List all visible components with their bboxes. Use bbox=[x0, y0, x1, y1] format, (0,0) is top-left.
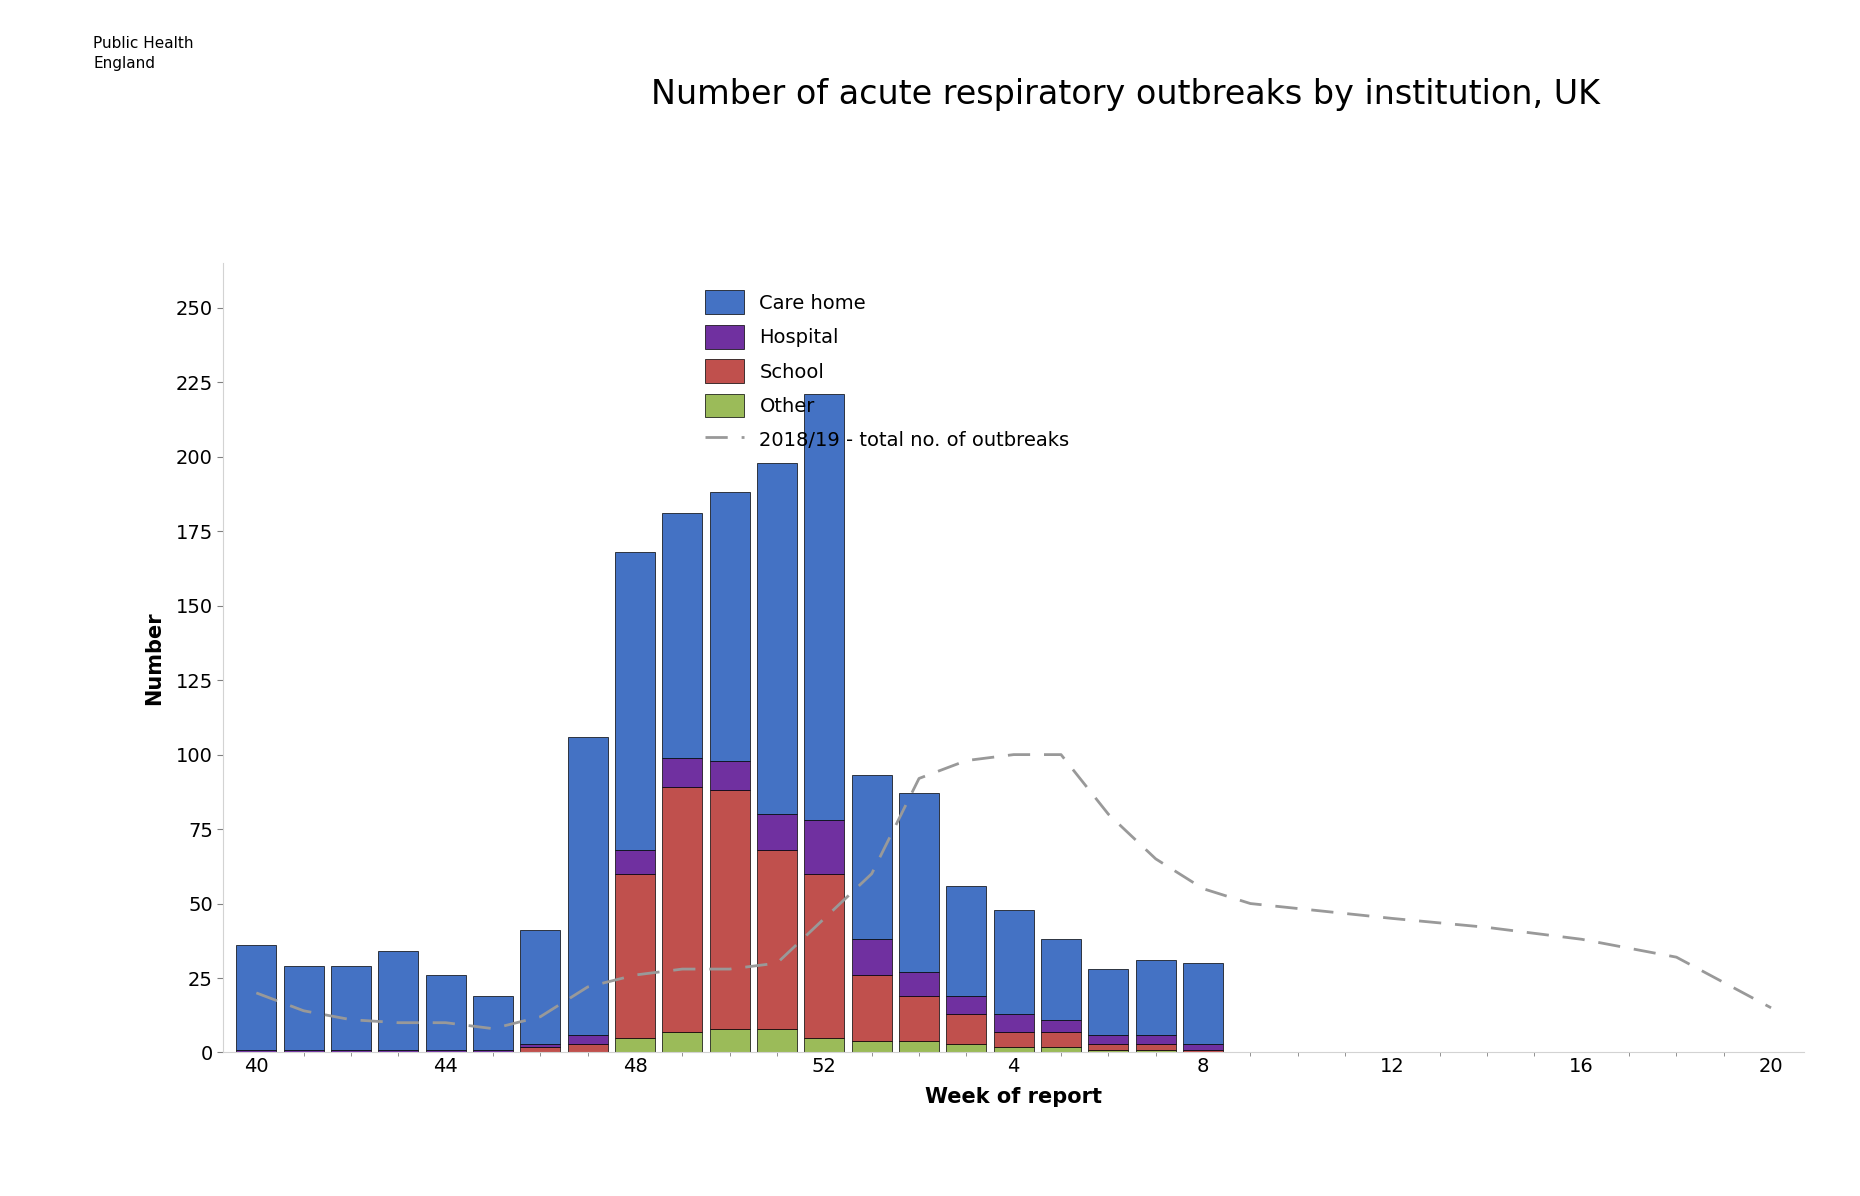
Bar bbox=[709, 493, 750, 761]
Bar bbox=[757, 1029, 798, 1052]
Bar bbox=[804, 395, 844, 820]
Bar bbox=[472, 1050, 513, 1052]
Bar bbox=[1042, 939, 1081, 1020]
Bar bbox=[898, 1041, 939, 1052]
Bar bbox=[331, 1050, 372, 1052]
Bar bbox=[993, 909, 1034, 1014]
X-axis label: Week of report: Week of report bbox=[924, 1087, 1103, 1107]
Bar bbox=[1088, 1035, 1129, 1044]
Bar bbox=[804, 1038, 844, 1052]
Bar bbox=[567, 737, 608, 1035]
Bar bbox=[898, 793, 939, 972]
Bar bbox=[852, 1041, 891, 1052]
Bar bbox=[947, 1044, 986, 1052]
Bar bbox=[426, 1050, 465, 1052]
Bar bbox=[616, 850, 655, 874]
Bar bbox=[1136, 1050, 1176, 1052]
Bar bbox=[426, 975, 465, 1050]
Bar bbox=[662, 513, 703, 757]
Y-axis label: Number: Number bbox=[145, 611, 164, 704]
Bar bbox=[709, 791, 750, 1029]
Bar bbox=[662, 757, 703, 787]
Bar bbox=[1042, 1032, 1081, 1046]
Bar bbox=[757, 463, 798, 814]
Bar bbox=[616, 553, 655, 850]
Bar bbox=[378, 951, 418, 1050]
Bar bbox=[898, 996, 939, 1041]
Text: Number of acute respiratory outbreaks by institution, UK: Number of acute respiratory outbreaks by… bbox=[651, 78, 1600, 111]
Bar bbox=[993, 1032, 1034, 1046]
Bar bbox=[331, 966, 372, 1050]
Bar bbox=[947, 1014, 986, 1044]
Bar bbox=[1183, 1044, 1224, 1050]
Bar bbox=[662, 1032, 703, 1052]
Bar bbox=[1136, 960, 1176, 1035]
Bar bbox=[662, 787, 703, 1032]
Legend: Care home, Hospital, School, Other, 2018/19 - total no. of outbreaks: Care home, Hospital, School, Other, 2018… bbox=[696, 281, 1079, 462]
Bar bbox=[709, 761, 750, 791]
Bar bbox=[616, 1038, 655, 1052]
Bar bbox=[283, 1050, 324, 1052]
Bar bbox=[757, 814, 798, 850]
Bar bbox=[1136, 1044, 1176, 1050]
Bar bbox=[1136, 1035, 1176, 1044]
Bar bbox=[567, 1044, 608, 1052]
Bar bbox=[1183, 963, 1224, 1044]
Bar bbox=[521, 1046, 560, 1052]
Bar bbox=[947, 886, 986, 996]
Bar bbox=[804, 874, 844, 1038]
Bar bbox=[709, 1029, 750, 1052]
Bar bbox=[236, 945, 277, 1050]
Bar bbox=[1042, 1020, 1081, 1032]
Bar bbox=[1183, 1050, 1224, 1052]
Bar bbox=[757, 850, 798, 1029]
Bar bbox=[852, 775, 891, 939]
Bar bbox=[993, 1046, 1034, 1052]
Bar bbox=[1088, 1050, 1129, 1052]
Bar bbox=[567, 1035, 608, 1044]
Bar bbox=[947, 996, 986, 1014]
Bar bbox=[472, 996, 513, 1050]
Text: Public Health
England: Public Health England bbox=[93, 36, 193, 71]
Bar bbox=[521, 1044, 560, 1046]
Bar bbox=[283, 966, 324, 1050]
Bar bbox=[852, 939, 891, 975]
Bar bbox=[852, 975, 891, 1041]
Bar bbox=[804, 820, 844, 874]
Bar bbox=[236, 1050, 277, 1052]
Bar bbox=[1088, 1044, 1129, 1050]
Bar bbox=[1088, 969, 1129, 1035]
Bar bbox=[993, 1014, 1034, 1032]
Bar bbox=[378, 1050, 418, 1052]
Bar bbox=[898, 972, 939, 996]
Bar bbox=[616, 874, 655, 1038]
Bar bbox=[521, 930, 560, 1044]
Bar bbox=[1042, 1046, 1081, 1052]
